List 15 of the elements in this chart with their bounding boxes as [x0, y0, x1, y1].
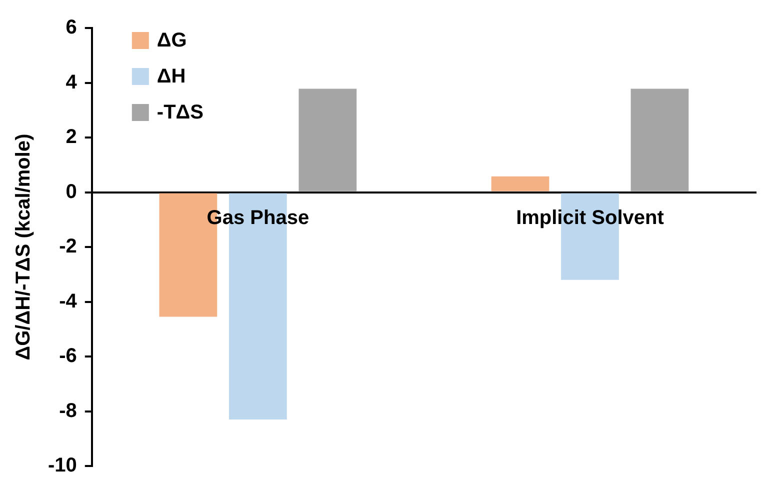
- x-tick-label: Gas Phase: [206, 206, 310, 229]
- legend-label: -TΔS: [156, 102, 204, 124]
- y-tick-label: -4: [59, 290, 78, 312]
- legend-label: ΔG: [156, 30, 187, 52]
- y-tick-label: 4: [66, 71, 78, 94]
- y-tick-label: -10: [48, 454, 77, 477]
- y-tick-label: -6: [59, 345, 77, 368]
- y-tick-label: 2: [66, 126, 77, 148]
- y-tick-label: -2: [59, 236, 77, 258]
- y-axis-title: ΔG/ΔH/-TΔS (kcal/mole): [12, 134, 35, 360]
- legend-label: ΔH: [156, 66, 186, 88]
- x-tick-label: Implicit Solvent: [516, 206, 664, 229]
- y-tick-label: 6: [66, 16, 77, 39]
- y-tick-label: 0: [66, 180, 77, 203]
- y-tick-label: -8: [59, 400, 77, 422]
